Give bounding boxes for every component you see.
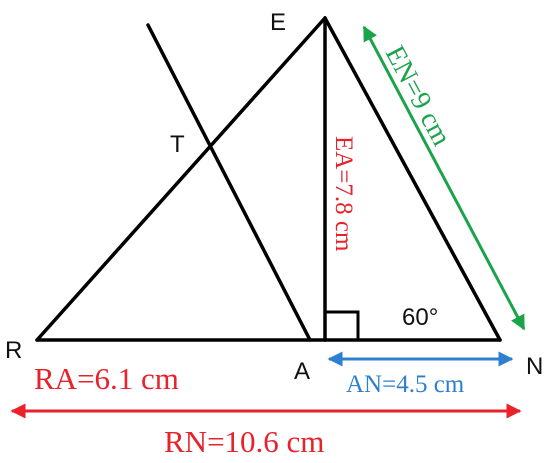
- segment-RE: [35, 16, 327, 342]
- label-A: A: [294, 358, 310, 385]
- arrow-EN: [362, 25, 526, 331]
- measure-RA: RA=6.1 cm: [34, 361, 179, 396]
- label-T: T: [170, 131, 185, 158]
- measure-EN: EN=9 cm: [379, 41, 457, 151]
- label-N: N: [526, 353, 543, 380]
- right-angle-mark: [325, 310, 360, 340]
- measure-RN: RN=10.6 cm: [164, 424, 324, 459]
- label-R: R: [5, 337, 22, 364]
- angle-label-60: 60°: [402, 304, 438, 331]
- line-through-T: [146, 23, 312, 342]
- measure-AN: AN=4.5 cm: [346, 371, 465, 398]
- measure-EA: EA=7.8 cm: [330, 136, 357, 252]
- label-E: E: [270, 9, 286, 36]
